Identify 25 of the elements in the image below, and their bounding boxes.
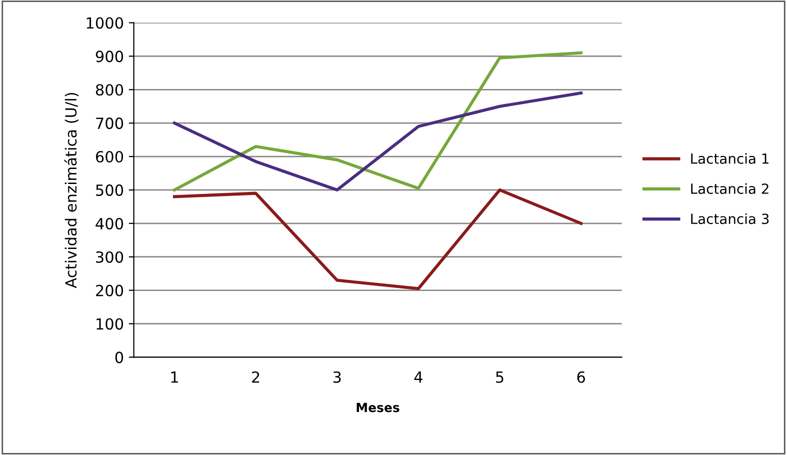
line-series: [172, 188, 583, 290]
y-tick-label: 600: [96, 150, 124, 163]
y-tick-label: 500: [96, 184, 124, 196]
y-tick-label: 800: [96, 84, 124, 96]
y-tick-label: 400: [96, 218, 124, 230]
legend-label: Lactancia 2: [691, 183, 768, 194]
x-axis-title: Meses: [356, 402, 400, 412]
x-tick-label: 2: [252, 371, 260, 383]
y-tick-label: 100: [96, 318, 124, 330]
y-tick-label: 1000: [86, 17, 124, 29]
line-series: [172, 91, 583, 192]
legend-label: Lactancia 3: [691, 213, 769, 224]
y-tick-label: 300: [96, 251, 124, 263]
y-tick-label: 700: [96, 118, 124, 130]
x-tick-label: 1: [171, 372, 178, 383]
y-tick-label: 200: [96, 284, 124, 296]
line-series: [172, 51, 583, 192]
y-tick-label: 0: [115, 352, 124, 364]
legend-label: Lactancia 1: [691, 153, 768, 164]
x-tick-label: 3: [333, 371, 341, 383]
x-tick-label: 6: [577, 371, 585, 383]
x-tick-label: 5: [496, 372, 504, 383]
x-tick-label: 4: [414, 372, 422, 383]
y-axis-title: Actividad enzimática (U/l): [64, 92, 78, 288]
y-tick-label: 900: [96, 50, 124, 62]
